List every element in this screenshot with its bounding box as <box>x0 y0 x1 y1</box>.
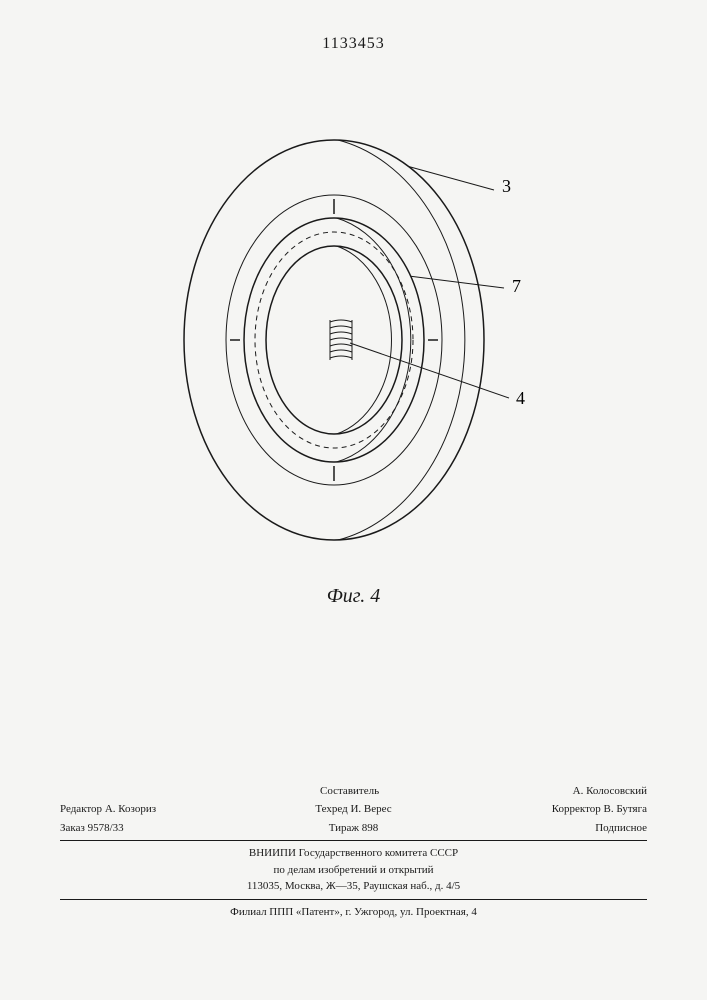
techred-cell: Техред И. Верес <box>256 801 452 818</box>
subscription-cell: Подписное <box>451 820 647 837</box>
figure-svg: 3 7 4 <box>134 130 574 560</box>
footer-credits-row: Редактор А. Козориз Техред И. Верес Корр… <box>60 801 647 818</box>
footer-divider-2 <box>60 899 647 900</box>
compiler-name: А. Колосовский <box>573 783 647 800</box>
footer-order-row: Заказ 9578/33 Тираж 898 Подписное <box>60 820 647 837</box>
org-line1: ВНИИПИ Государственного комитета СССР <box>60 845 647 862</box>
svg-text:4: 4 <box>516 388 525 408</box>
org-branch: Филиал ППП «Патент», г. Ужгород, ул. Про… <box>60 904 647 921</box>
editor-cell: Редактор А. Козориз <box>60 801 256 818</box>
footer-block: Составитель А. Колосовский Редактор А. К… <box>60 783 647 921</box>
svg-text:3: 3 <box>502 176 511 196</box>
figure-caption: Фиг. 4 <box>0 585 707 608</box>
footer-compiler: Составитель А. Колосовский <box>60 783 647 800</box>
footer-divider-1 <box>60 840 647 841</box>
order-cell: Заказ 9578/33 <box>60 820 256 837</box>
tirazh-cell: Тираж 898 <box>256 820 452 837</box>
page-number: 1133453 <box>0 35 707 53</box>
svg-text:7: 7 <box>512 276 521 296</box>
compiler-label: Составитель <box>320 783 379 800</box>
corrector-cell: Корректор В. Бутяга <box>451 801 647 818</box>
figure-container: 3 7 4 <box>0 130 707 560</box>
org-line2: по делам изобретений и открытий <box>60 862 647 879</box>
org-address: 113035, Москва, Ж—35, Раушская наб., д. … <box>60 878 647 895</box>
